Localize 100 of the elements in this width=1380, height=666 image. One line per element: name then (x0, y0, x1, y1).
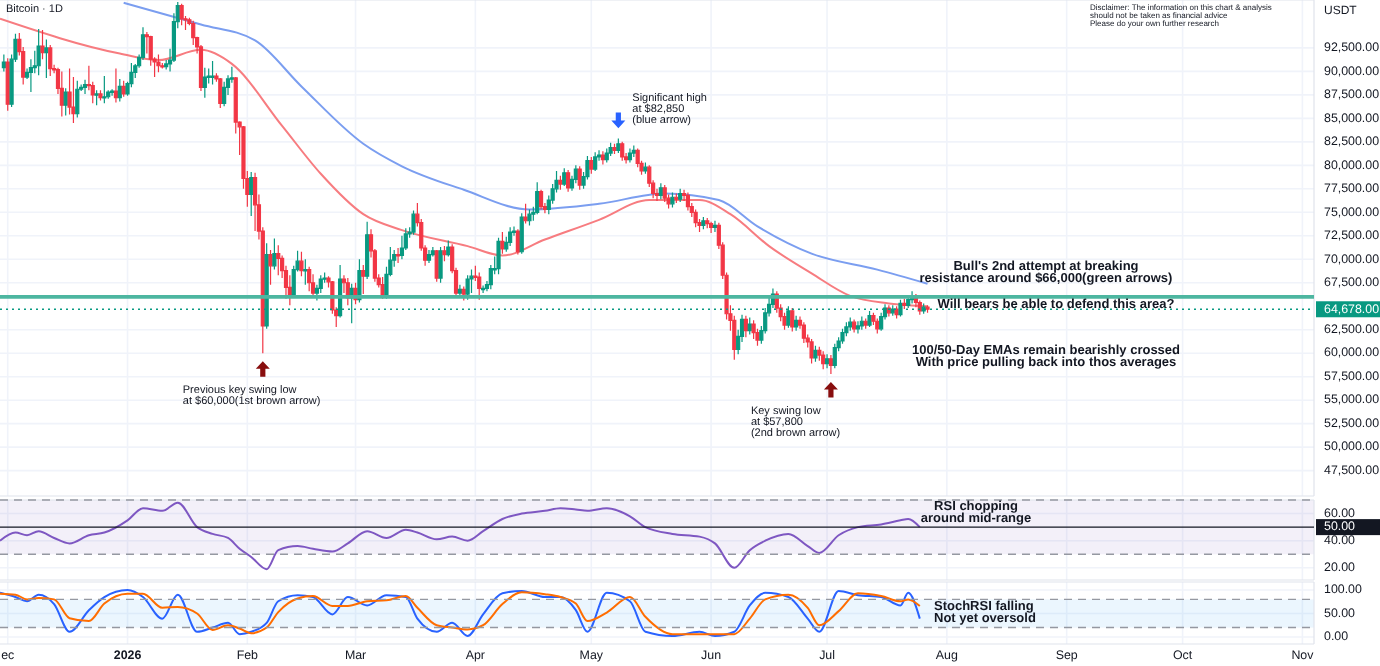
candlestick (287, 274, 292, 306)
candlestick (538, 189, 544, 211)
candlestick (202, 67, 207, 99)
candlestick (871, 312, 876, 326)
candlestick (318, 274, 323, 294)
candlestick (566, 169, 571, 193)
candlestick (523, 203, 528, 225)
candlestick (272, 238, 277, 271)
candlestick (832, 343, 837, 369)
candlestick (589, 156, 594, 175)
candlestick (365, 221, 370, 280)
candlestick (925, 304, 930, 314)
candlestick (117, 78, 122, 103)
candlestick (662, 184, 667, 203)
candlestick (790, 307, 795, 333)
candlestick (627, 147, 633, 164)
candlestick (160, 62, 165, 70)
candlestick (179, 3, 184, 26)
candlestick (403, 227, 408, 251)
candlestick (198, 44, 204, 92)
candlestick (705, 217, 710, 229)
candlestick (600, 150, 605, 165)
candlestick (426, 249, 432, 264)
candlestick (894, 305, 899, 320)
candlestick (848, 316, 853, 332)
candlestick (879, 312, 884, 332)
candlestick (411, 209, 416, 236)
candlestick (28, 58, 34, 93)
candlestick (902, 298, 907, 310)
candlestick (886, 304, 891, 318)
candlestick (844, 321, 849, 337)
candlestick (98, 89, 103, 102)
candlestick (477, 271, 482, 301)
candlestick (701, 216, 706, 230)
candlestick (585, 155, 590, 181)
candlestick (249, 171, 254, 217)
candlestick (82, 79, 88, 95)
line-series (0, 501, 921, 571)
candlestick (840, 328, 845, 345)
candlestick (67, 67, 72, 116)
candlestick (310, 273, 316, 299)
candlestick (44, 38, 49, 79)
candlestick (500, 231, 505, 255)
candlestick (299, 251, 304, 277)
candlestick (917, 300, 922, 316)
candlestick (102, 75, 107, 104)
candlestick (94, 89, 99, 106)
candlestick (813, 345, 818, 363)
candlestick (855, 320, 861, 335)
candlestick (681, 189, 687, 202)
candlestick (508, 226, 513, 247)
candlestick (59, 70, 64, 118)
candlestick (558, 175, 563, 191)
candlestick (276, 244, 281, 276)
candlestick (113, 67, 119, 103)
candlestick (446, 239, 451, 258)
candlestick (821, 350, 826, 370)
candlestick (469, 269, 474, 294)
candlestick (852, 318, 857, 334)
candlestick (562, 167, 567, 187)
candlestick (867, 310, 872, 328)
candlestick (303, 258, 308, 286)
candlestick (755, 328, 760, 347)
candlestick (712, 220, 718, 233)
candlestick (380, 276, 385, 300)
candlestick (577, 165, 582, 191)
candlestick (140, 26, 146, 61)
candlestick (527, 208, 532, 227)
candlestick (863, 317, 868, 330)
candlestick (670, 191, 675, 209)
candlestick (801, 321, 806, 344)
candlestick (129, 62, 134, 88)
candlestick (817, 346, 822, 362)
candlestick (222, 81, 227, 107)
candlestick (442, 245, 447, 262)
candlestick (307, 266, 312, 292)
candlestick (40, 29, 45, 60)
candlestick (519, 212, 524, 255)
candlestick (361, 264, 366, 295)
candlestick (612, 143, 617, 155)
candlestick (631, 145, 636, 158)
candlestick (693, 208, 698, 228)
candlestick (604, 147, 609, 164)
candlestick (465, 274, 470, 301)
candlestick (252, 172, 258, 232)
candlestick (709, 221, 714, 234)
candlestick (828, 354, 834, 375)
candlestick (608, 142, 613, 157)
candlestick (824, 353, 830, 369)
candlestick (782, 312, 787, 331)
candlestick (399, 235, 405, 260)
candlestick (156, 53, 161, 73)
candlestick (794, 315, 799, 332)
candlestick (535, 181, 540, 215)
candlestick (515, 228, 520, 256)
candlestick (743, 315, 748, 338)
candlestick (191, 20, 196, 46)
candlestick (678, 188, 683, 203)
candlestick (658, 182, 663, 200)
candlestick (635, 147, 640, 168)
